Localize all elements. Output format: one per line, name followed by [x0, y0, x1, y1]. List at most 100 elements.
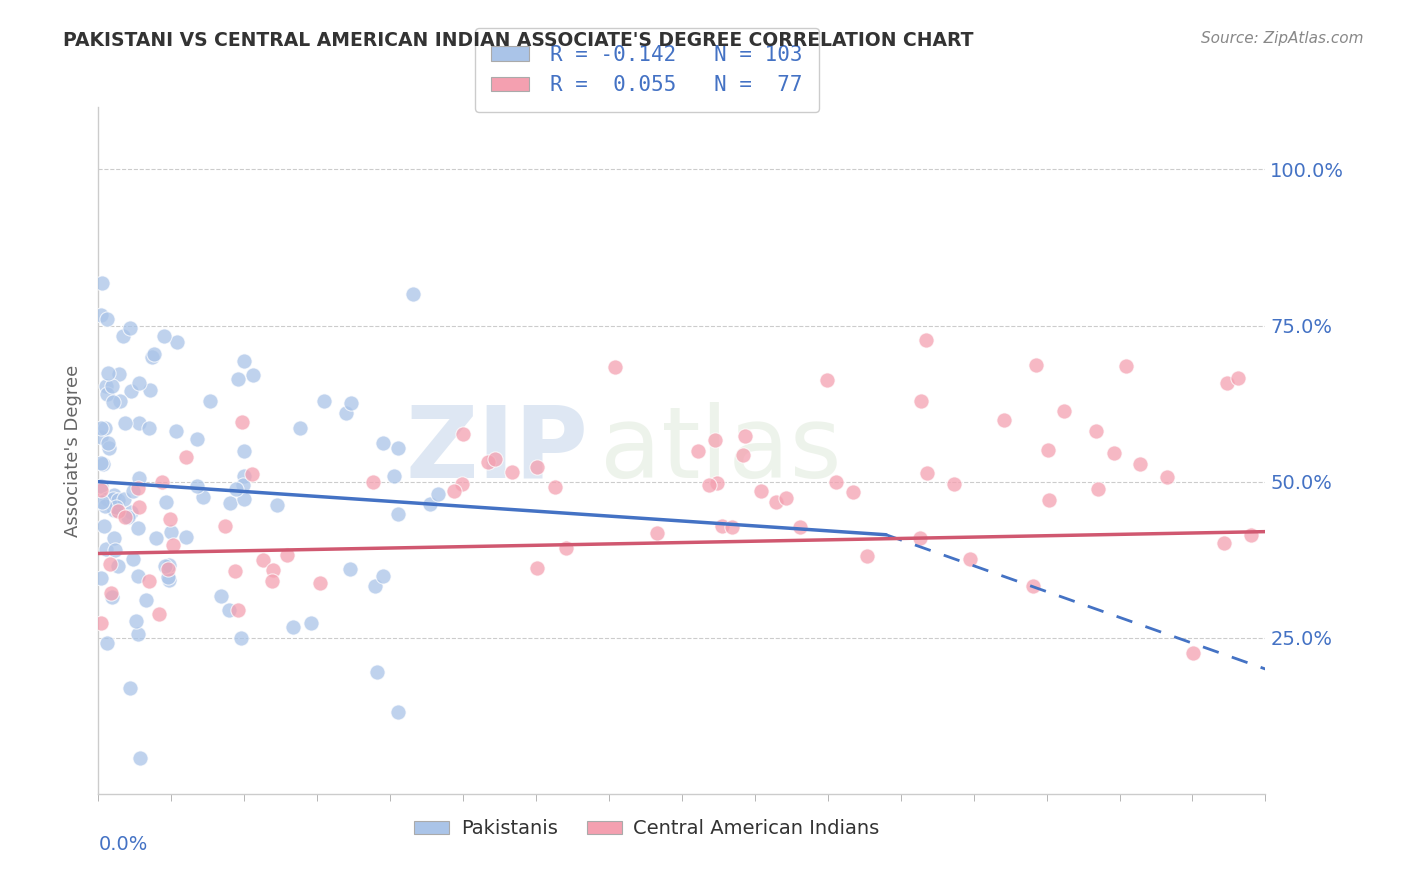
Point — [371, 569, 394, 583]
Point — [1213, 535, 1236, 549]
Point — [162, 538, 184, 552]
Point — [101, 394, 124, 409]
Point — [402, 287, 425, 301]
Point — [138, 421, 160, 435]
Point — [710, 518, 733, 533]
Point — [150, 475, 173, 490]
Point — [90, 571, 112, 585]
Point — [554, 541, 576, 556]
Point — [699, 477, 721, 491]
Point — [1129, 458, 1152, 472]
Point — [107, 493, 129, 508]
Point — [155, 495, 177, 509]
Point — [145, 531, 167, 545]
Point — [138, 574, 160, 589]
Point — [94, 500, 117, 514]
Text: atlas: atlas — [600, 402, 842, 499]
Point — [128, 416, 150, 430]
Point — [815, 373, 838, 387]
Point — [942, 477, 965, 491]
Point — [371, 436, 394, 450]
Point — [731, 448, 754, 462]
Point — [97, 441, 120, 455]
Point — [97, 436, 120, 450]
Point — [218, 603, 240, 617]
Point — [1025, 358, 1047, 372]
Point — [128, 500, 150, 514]
Point — [96, 387, 118, 401]
Point — [427, 487, 450, 501]
Point — [141, 351, 163, 365]
Point — [193, 491, 215, 505]
Point — [266, 498, 288, 512]
Point — [117, 510, 139, 524]
Point — [1181, 646, 1204, 660]
Point — [209, 589, 232, 603]
Point — [219, 496, 242, 510]
Point — [120, 384, 142, 399]
Point — [290, 421, 312, 435]
Point — [125, 614, 148, 628]
Point — [90, 308, 112, 322]
Point — [252, 552, 274, 566]
Point — [100, 585, 122, 599]
Point — [231, 415, 253, 429]
Point — [155, 559, 177, 574]
Point — [90, 615, 112, 630]
Point — [128, 471, 150, 485]
Point — [121, 483, 143, 498]
Point — [233, 353, 256, 368]
Point — [176, 529, 198, 543]
Point — [128, 751, 150, 765]
Point — [340, 396, 363, 410]
Text: PAKISTANI VS CENTRAL AMERICAN INDIAN ASSOCIATE'S DEGREE CORRELATION CHART: PAKISTANI VS CENTRAL AMERICAN INDIAN ASS… — [63, 31, 974, 50]
Point — [721, 520, 744, 534]
Point — [1038, 443, 1060, 458]
Point — [159, 525, 181, 540]
Point — [91, 457, 114, 471]
Point — [419, 497, 441, 511]
Point — [765, 495, 787, 509]
Point — [387, 442, 409, 456]
Point — [647, 526, 669, 541]
Point — [103, 531, 125, 545]
Point — [128, 376, 150, 390]
Point — [94, 379, 117, 393]
Point — [122, 552, 145, 566]
Point — [443, 484, 465, 499]
Point — [242, 368, 264, 382]
Point — [118, 321, 141, 335]
Point — [104, 500, 127, 515]
Point — [959, 552, 981, 566]
Point — [103, 491, 125, 506]
Point — [90, 495, 112, 509]
Point — [1087, 482, 1109, 496]
Text: Source: ZipAtlas.com: Source: ZipAtlas.com — [1201, 31, 1364, 46]
Point — [364, 579, 387, 593]
Point — [749, 484, 772, 499]
Point — [233, 469, 256, 483]
Point — [142, 347, 165, 361]
Point — [450, 477, 472, 491]
Point — [96, 491, 118, 506]
Point — [103, 503, 125, 517]
Point — [1102, 446, 1125, 460]
Point — [910, 394, 932, 409]
Point — [108, 367, 131, 381]
Point — [915, 333, 938, 347]
Point — [157, 573, 180, 587]
Point — [915, 466, 938, 480]
Point — [1038, 493, 1060, 508]
Point — [107, 504, 129, 518]
Point — [90, 421, 112, 435]
Point — [231, 631, 253, 645]
Point — [526, 460, 548, 475]
Point — [262, 574, 284, 588]
Point — [120, 505, 142, 519]
Point — [107, 559, 129, 574]
Point — [233, 491, 256, 506]
Point — [152, 329, 174, 343]
Point — [90, 483, 112, 497]
Point — [262, 563, 284, 577]
Point — [159, 558, 181, 573]
